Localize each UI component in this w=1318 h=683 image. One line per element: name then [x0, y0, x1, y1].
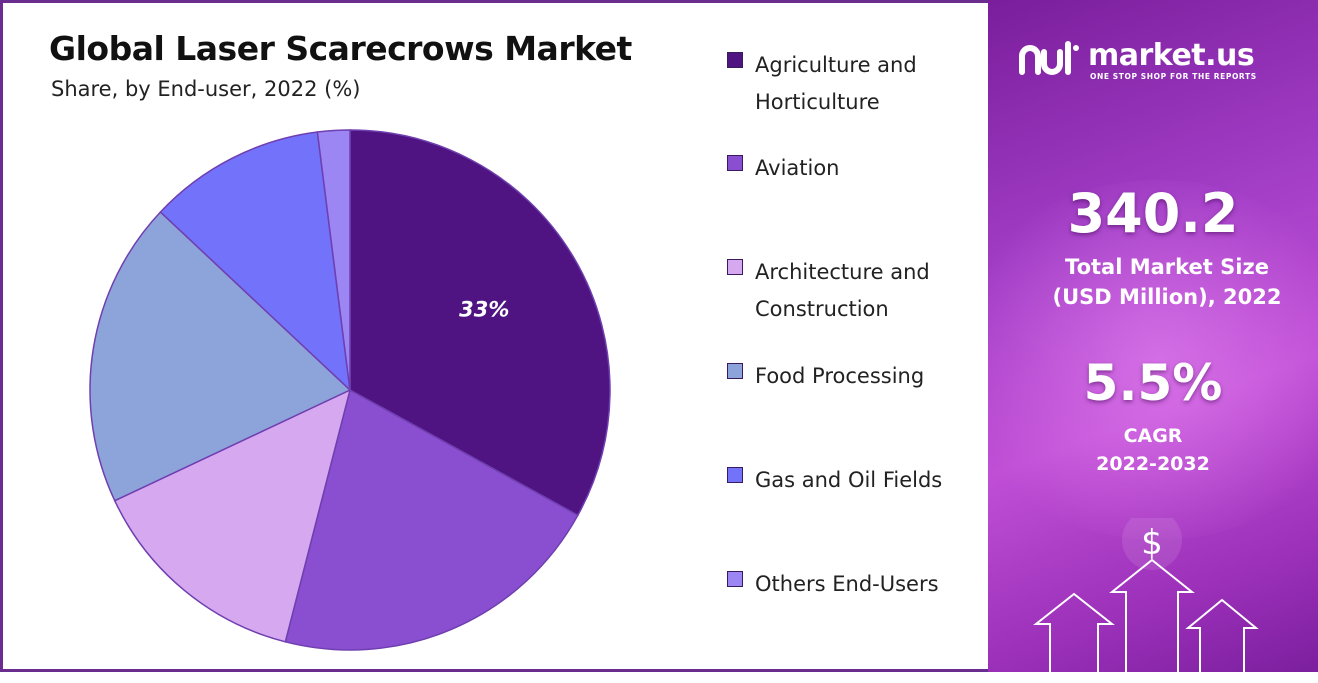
cagr-label: CAGR — [1123, 425, 1183, 447]
legend-label: Agriculture and Horticulture — [755, 53, 917, 114]
pie-slice-food-processing — [89, 210, 352, 502]
legend-label: Others End-Users — [755, 572, 939, 596]
chart-subtitle: Share, by End-user, 2022 (%) — [51, 77, 361, 101]
info-panel: market.us ONE STOP SHOP FOR THE REPORTS … — [988, 0, 1318, 672]
legend-label: Food Processing — [755, 364, 925, 388]
market-size-unit: (USD Million), 2022 — [1052, 285, 1282, 309]
brand[interactable]: market.us ONE STOP SHOP FOR THE REPORTS — [1018, 38, 1308, 88]
legend-swatch — [727, 259, 743, 275]
market-size-label: Total Market Size — [1065, 255, 1269, 279]
growth-arrows-icon: $ — [1033, 518, 1259, 672]
legend-label: Architecture and Construction — [755, 260, 930, 321]
pie-slice-aviation — [284, 388, 579, 651]
pie-data-label: 33% — [459, 298, 509, 322]
legend-swatch — [727, 155, 743, 171]
pie-slice-architecture-and-construction — [113, 388, 352, 643]
legend-label: Gas and Oil Fields — [755, 468, 943, 492]
legend-swatch — [727, 467, 743, 483]
cagr-period: 2022-2032 — [1096, 453, 1210, 475]
market-size-value: 340.2 — [1067, 182, 1239, 245]
legend-label: Aviation — [755, 156, 840, 180]
pie-slice-agriculture-and-horticulture — [349, 129, 611, 517]
brand-tagline: ONE STOP SHOP FOR THE REPORTS — [1090, 72, 1257, 81]
panel-glow — [988, 180, 1318, 540]
legend-swatch — [727, 363, 743, 379]
pie-slice-others-end-users — [316, 129, 351, 391]
dollar-symbol: $ — [1141, 523, 1163, 563]
cagr-value: 5.5% — [1083, 354, 1223, 412]
legend-swatch — [727, 52, 743, 68]
pie-slice-gas-and-oil-fields — [159, 131, 352, 392]
pie-chart: 33% — [89, 129, 611, 651]
legend-swatch — [727, 571, 743, 587]
brand-name: market.us — [1088, 38, 1255, 73]
market-us-logo-icon — [1019, 41, 1079, 75]
chart-title: Global Laser Scarecrows Market — [49, 29, 632, 68]
